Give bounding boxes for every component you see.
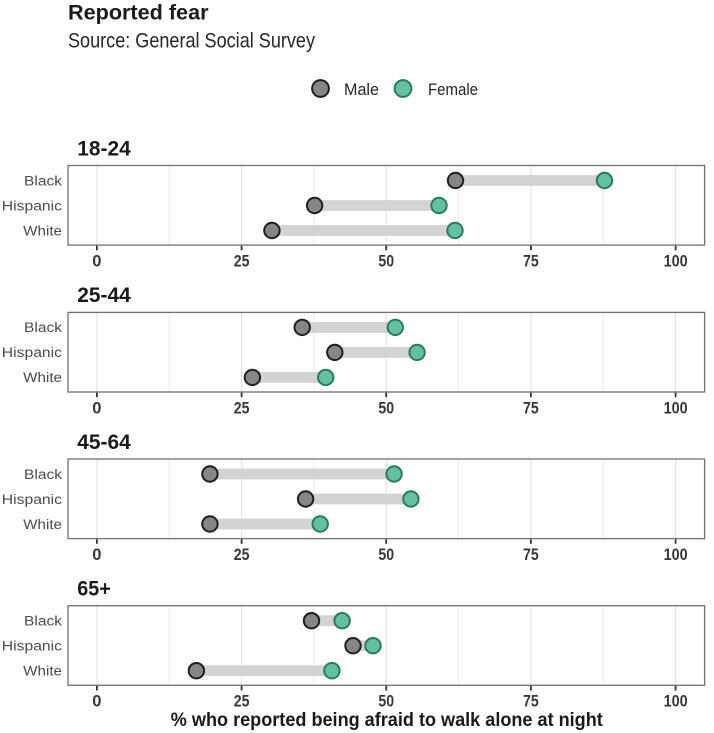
svg-text:Male: Male — [344, 80, 379, 99]
svg-text:Hispanic: Hispanic — [2, 639, 62, 654]
svg-text:White: White — [23, 370, 62, 385]
svg-text:0: 0 — [92, 251, 101, 270]
svg-text:75: 75 — [523, 692, 539, 711]
svg-text:% who reported being afraid to: % who reported being afraid to walk alon… — [171, 710, 604, 731]
svg-text:75: 75 — [523, 251, 539, 270]
svg-text:0: 0 — [92, 398, 101, 417]
svg-text:Black: Black — [24, 173, 62, 188]
svg-text:Hispanic: Hispanic — [2, 198, 62, 213]
svg-text:White: White — [23, 664, 62, 679]
svg-text:25: 25 — [234, 692, 250, 711]
svg-text:Black: Black — [24, 320, 62, 335]
svg-text:50: 50 — [378, 398, 394, 417]
svg-text:Black: Black — [24, 614, 62, 629]
svg-text:100: 100 — [664, 545, 688, 564]
svg-text:Hispanic: Hispanic — [2, 345, 62, 360]
svg-text:Hispanic: Hispanic — [2, 492, 62, 507]
svg-text:25: 25 — [234, 545, 250, 564]
svg-text:Reported fear: Reported fear — [68, 2, 209, 25]
svg-text:0: 0 — [92, 692, 101, 711]
svg-text:0: 0 — [92, 545, 101, 564]
svg-text:Source: General Social Survey: Source: General Social Survey — [68, 30, 315, 53]
svg-text:25: 25 — [234, 251, 250, 270]
svg-text:75: 75 — [523, 545, 539, 564]
svg-text:65+: 65+ — [77, 578, 111, 601]
svg-text:25-44: 25-44 — [77, 284, 131, 307]
svg-text:Black: Black — [24, 467, 62, 482]
svg-text:100: 100 — [664, 692, 688, 711]
svg-text:18-24: 18-24 — [77, 137, 131, 160]
svg-text:100: 100 — [664, 398, 688, 417]
svg-text:50: 50 — [378, 545, 394, 564]
svg-text:50: 50 — [378, 692, 394, 711]
svg-text:45-64: 45-64 — [77, 431, 131, 454]
svg-text:50: 50 — [378, 251, 394, 270]
svg-text:White: White — [23, 517, 62, 532]
svg-text:75: 75 — [523, 398, 539, 417]
svg-text:White: White — [23, 223, 62, 238]
svg-text:25: 25 — [234, 398, 250, 417]
svg-text:Female: Female — [428, 80, 478, 99]
svg-text:100: 100 — [664, 251, 688, 270]
